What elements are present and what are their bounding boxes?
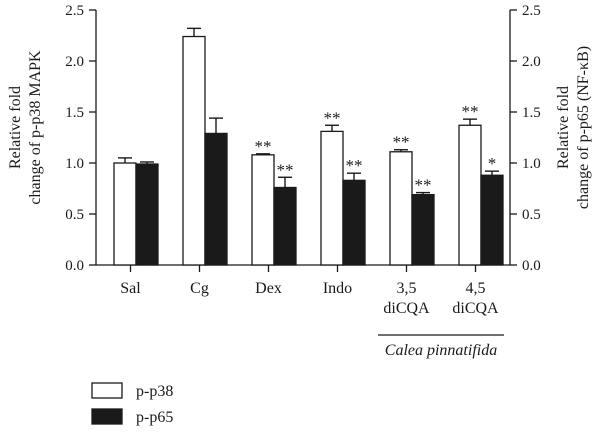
bar-p-p38-2 — [251, 154, 275, 266]
y-tick-label-left: 2.0 — [65, 54, 84, 70]
x-tick-label: Cg — [190, 280, 209, 297]
x-tick-label: Sal — [120, 280, 141, 297]
legend-label-p-p65: p-p65 — [136, 409, 173, 426]
x-tick-label: Indo — [323, 280, 352, 297]
significance-marker: ** — [255, 137, 272, 156]
x-tick-label-line: Dex — [255, 280, 282, 297]
group-label: Calea pinnatifida — [385, 342, 497, 359]
y-axis-title-left-line: Relative fold — [7, 86, 24, 169]
significance-marker: ** — [346, 156, 363, 175]
significance-marker: * — [488, 154, 497, 173]
y-tick-label-right: 0.5 — [522, 207, 541, 223]
x-tick-label-line: 4,5 — [466, 280, 486, 297]
y-tick-label-left: 2.5 — [65, 3, 84, 19]
bar-p-p38-1 — [182, 35, 206, 266]
y-tick-label-left: 1.5 — [65, 105, 84, 121]
legend-swatch-p-p65 — [91, 408, 123, 425]
x-tick-label-line: Sal — [120, 280, 141, 297]
y-axis-title-left-line: change of p-p38 MAPK — [27, 50, 44, 205]
bar-p-p65-0 — [135, 163, 159, 266]
bar-p-p65-2 — [273, 186, 297, 266]
significance-marker: ** — [324, 108, 341, 127]
bar-p-p65-4 — [411, 193, 435, 266]
bar-p-p65-1 — [204, 132, 228, 266]
x-tick-label: Dex — [255, 280, 282, 297]
y-axis-title-left: Relative fold change of p-p38 MAPK — [7, 50, 44, 205]
x-tick-label-line: Indo — [323, 280, 352, 297]
bar-p-p65-3 — [342, 179, 366, 266]
legend-swatch-p-p38 — [91, 382, 123, 399]
y-tick-label-right: 0.0 — [522, 258, 541, 274]
y-tick-label-right: 2.0 — [522, 54, 541, 70]
bar-p-p38-4 — [389, 151, 413, 266]
y-axis-title-right-line: change of p-p65 (NF-κB) — [575, 46, 592, 209]
bar-p-p38-3 — [320, 130, 344, 266]
y-tick-label-right: 1.0 — [522, 156, 541, 172]
bar-p-p65-5 — [480, 174, 504, 266]
significance-marker: ** — [277, 160, 294, 179]
x-tick-label-line: diCQA — [383, 300, 430, 317]
y-axis-title-right-line: Relative fold — [555, 86, 572, 169]
y-tick-label-left: 1.0 — [65, 156, 84, 172]
y-tick-label-left: 0.5 — [65, 207, 84, 223]
y-tick-label-left: 0.0 — [65, 258, 84, 274]
legend-label-p-p38: p-p38 — [136, 383, 173, 400]
significance-marker: ** — [415, 176, 432, 195]
bar-p-p38-0 — [113, 162, 137, 266]
significance-marker: ** — [393, 133, 410, 152]
x-tick-label-line: 3,5 — [397, 280, 417, 297]
x-tick-label: 3,5 diCQA — [383, 280, 430, 317]
y-tick-label-right: 2.5 — [522, 3, 541, 19]
bar-p-p38-5 — [458, 124, 482, 266]
significance-marker: ** — [462, 102, 479, 121]
x-tick-label-line: diCQA — [452, 300, 499, 317]
y-axis-title-right: Relative fold change of p-p65 (NF-κB) — [555, 46, 592, 209]
x-tick-label-line: Cg — [190, 280, 209, 297]
x-tick-label: 4,5 diCQA — [452, 280, 499, 317]
y-tick-label-right: 1.5 — [522, 105, 541, 121]
